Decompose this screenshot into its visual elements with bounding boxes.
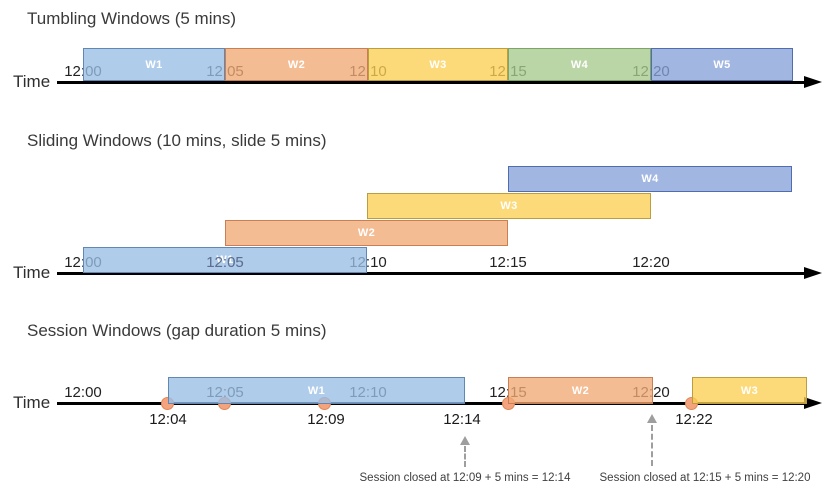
annotation-arrow-line-1	[464, 446, 466, 467]
sliding-tick-1220: 12:20	[632, 254, 670, 271]
sliding-window-w4: W4	[508, 166, 792, 192]
session-window-w3-label: W3	[740, 384, 759, 397]
annotation-arrowhead-1-icon	[460, 436, 470, 445]
session-annotation-1: Session closed at 12:09 + 5 mins = 12:14	[359, 472, 571, 484]
session-section-title: Session Windows (gap duration 5 mins)	[27, 321, 327, 340]
tumbling-time-axis-label: Time	[13, 72, 51, 91]
event-label-1222: 12:22	[675, 411, 713, 428]
tumbling-window-w1: W1	[83, 48, 225, 81]
annotation-arrow-line-2	[651, 425, 653, 466]
sliding-window-w4-label: W4	[641, 173, 659, 185]
sliding-section-title: Sliding Windows (10 mins, slide 5 mins)	[27, 131, 327, 150]
event-label-1204: 12:04	[149, 411, 187, 428]
tumbling-window-w3: W3	[368, 48, 508, 81]
session-window-w2: W2	[508, 377, 653, 404]
sliding-window-w3-label: W3	[500, 200, 518, 212]
sliding-window-w3: W3	[367, 193, 651, 219]
sliding-window-w1: W1	[83, 247, 367, 273]
sliding-tick-1205-overlay: 12:05	[206, 254, 244, 271]
tumbling-window-w4: W4	[508, 48, 651, 81]
session-window-w1: W1	[168, 377, 465, 404]
event-label-1209: 12:09	[307, 411, 345, 428]
tumbling-window-w2-label: W2	[287, 58, 306, 71]
session-window-w1-label: W1	[307, 384, 326, 397]
annotation-arrowhead-2-icon	[647, 414, 657, 423]
sliding-window-w2-label: W2	[357, 227, 376, 239]
tumbling-window-w4-label: W4	[570, 58, 589, 71]
session-window-w3: W3	[692, 377, 807, 404]
tumbling-time-axis	[57, 81, 804, 84]
tumbling-section-title: Tumbling Windows (5 mins)	[27, 9, 237, 28]
sliding-tick-1215: 12:15	[489, 254, 527, 271]
tumbling-window-w5: W5	[651, 48, 793, 81]
tumbling-window-w3-label: W3	[429, 58, 447, 71]
sliding-window-w2: W2	[225, 220, 508, 246]
tumbling-window-w1-label: W1	[145, 58, 163, 71]
tumbling-window-w2: W2	[225, 48, 368, 81]
session-annotation-2: Session closed at 12:15 + 5 mins = 12:20	[599, 472, 811, 484]
sliding-window-w1-label: W1	[216, 254, 234, 266]
session-window-w2-label: W2	[571, 384, 590, 397]
session-tick-1200: 12:00	[64, 384, 102, 401]
tumbling-window-w5-label: W5	[713, 58, 731, 71]
sliding-time-axis	[57, 272, 804, 275]
tumbling-axis-arrowhead-icon	[804, 76, 822, 88]
session-axis-arrowhead-icon	[804, 397, 822, 409]
sliding-axis-arrowhead-icon	[804, 267, 822, 279]
session-time-axis-label: Time	[13, 393, 51, 412]
event-label-1214: 12:14	[443, 411, 481, 428]
sliding-time-axis-label: Time	[13, 263, 51, 282]
